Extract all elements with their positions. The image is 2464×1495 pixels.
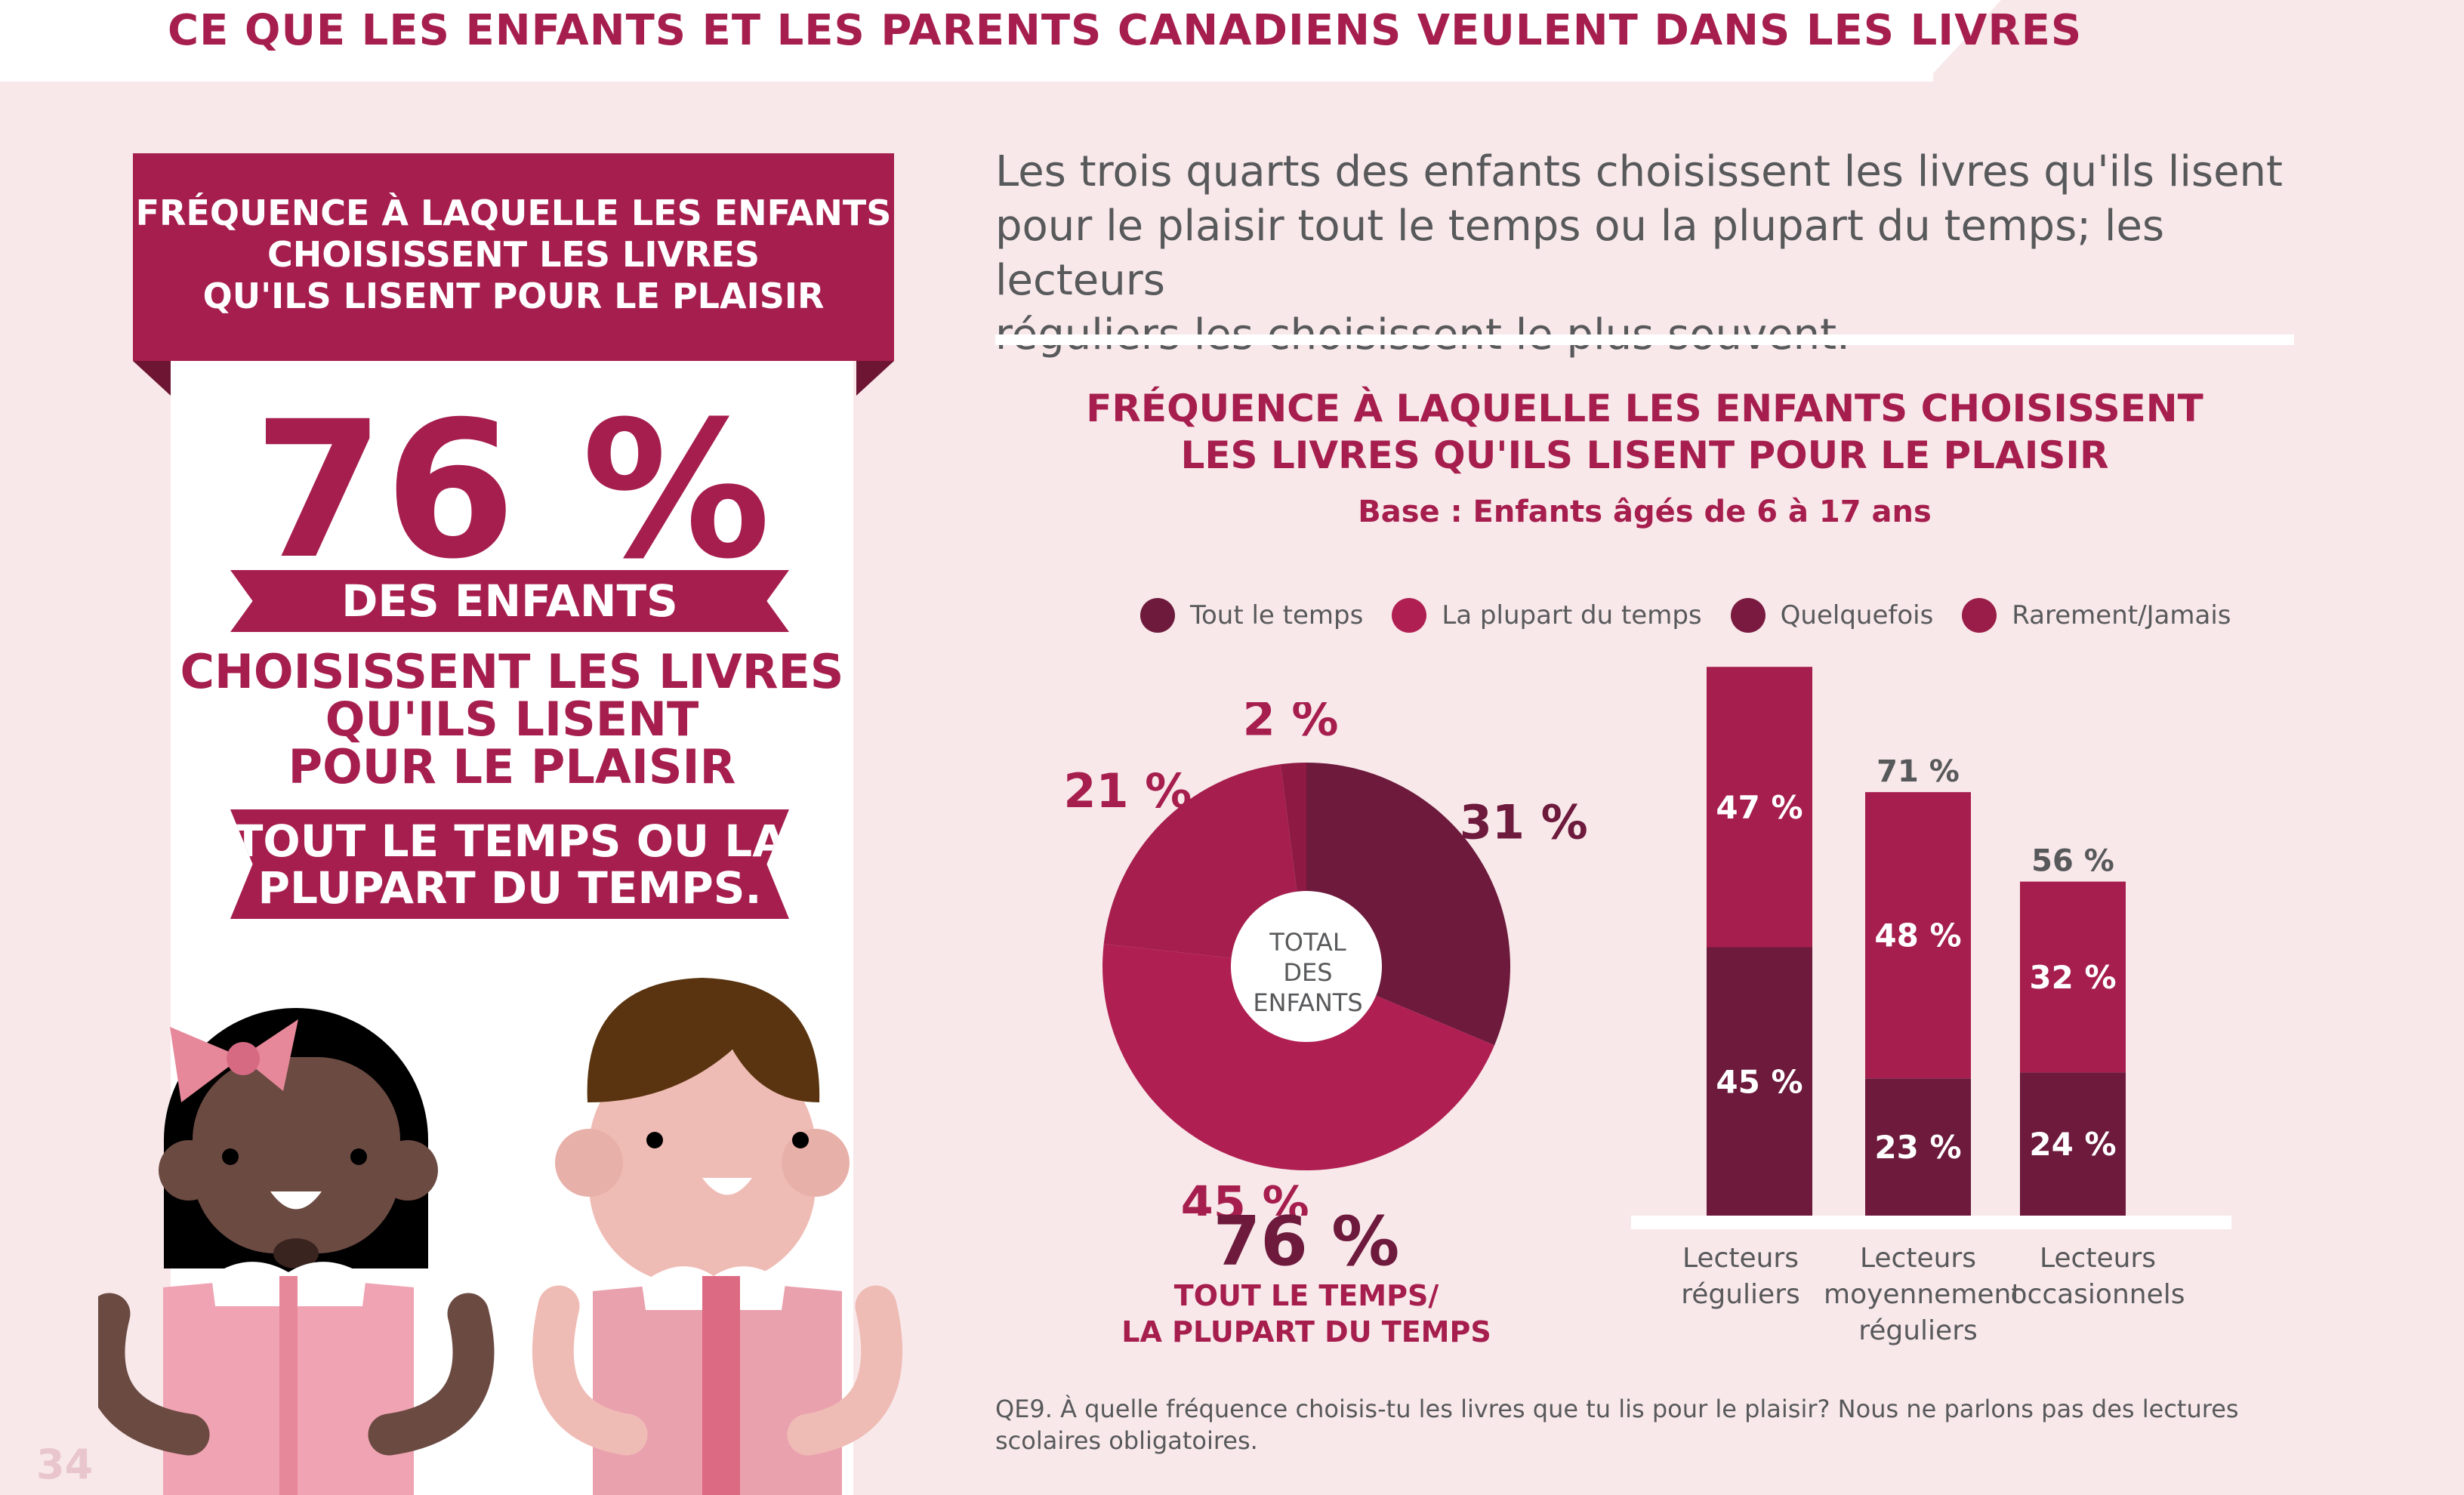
stacked-bar-chart: 45 %47 %92 %23 %48 %71 %24 %32 %56 % — [1707, 667, 2126, 1216]
donut-slice-label: 31 % — [1460, 795, 1588, 850]
chart-legend: Tout le temps La plupart du temps Quelqu… — [1140, 596, 2231, 634]
donut-summary-caption: TOUT LE TEMPS/ LA PLUPART DU TEMPS — [1118, 1278, 1495, 1350]
stat-line: CHOISISSENT LES LIVRES — [180, 644, 844, 699]
donut-slice — [1102, 944, 1495, 1170]
category-line: réguliers — [1681, 1279, 1800, 1310]
bar-value-label: 47 % — [1716, 789, 1803, 826]
chart-title-line: LES LIVRES QU'ILS LISENT POUR LE PLAISIR — [1180, 433, 2109, 477]
bar-segment — [1707, 947, 1812, 1216]
center-line: ENFANTS — [1253, 988, 1363, 1017]
bar-baseline — [1631, 1216, 2231, 1229]
legend-item: Quelquefois — [1730, 598, 1934, 633]
header-bar-slant — [1926, 0, 2001, 82]
intro-text: Les trois quarts des enfants choisissent… — [995, 145, 2324, 362]
banner-fold-left — [133, 361, 171, 396]
bar-segment — [2020, 1072, 2126, 1216]
donut-summary-value: 76 % — [1213, 1202, 1400, 1281]
legend-item: La plupart du temps — [1392, 598, 1702, 633]
donut-slice-label: 45 % — [1181, 1176, 1309, 1216]
ribbon-line: PLUPART DU TEMPS. — [258, 862, 762, 914]
boy-figure — [532, 978, 902, 1495]
ribbon-des-enfants: DES ENFANTS — [230, 570, 789, 632]
legend-label: Rarement/Jamais — [2012, 600, 2231, 630]
bar-segment — [1865, 1078, 1971, 1216]
category-label: Lecteurs réguliers — [1646, 1241, 1835, 1313]
banner-text: FRÉQUENCE À LAQUELLE LES ENFANTS CHOISIS… — [133, 193, 894, 317]
banner-line: FRÉQUENCE À LAQUELLE LES ENFANTS — [135, 193, 892, 233]
footnote: QE9. À quelle fréquence choisis-tu les l… — [995, 1395, 2239, 1455]
girl-figure — [98, 1008, 495, 1495]
bar-value-label: 24 % — [2029, 1126, 2116, 1163]
category-line: occasionnels — [2010, 1279, 2185, 1310]
bar-segment — [1865, 792, 1971, 1079]
center-line: TOTAL — [1269, 928, 1346, 957]
category-line: Lecteurs — [1859, 1243, 1976, 1274]
legend-item: Tout le temps — [1140, 598, 1363, 633]
category-line: réguliers — [1858, 1315, 1978, 1346]
banner-fold-right — [856, 361, 894, 396]
children-reading-illustration — [98, 978, 902, 1495]
stat-line: QU'ILS LISENT — [325, 692, 699, 747]
legend-swatch — [1392, 598, 1427, 633]
header-bar — [0, 0, 1933, 82]
bar-value-label: 23 % — [1874, 1129, 1961, 1166]
ribbon-line: TOUT LE TEMPS OU LA — [233, 815, 787, 867]
donut-slice-label: 2 % — [1243, 702, 1339, 746]
category-line: Lecteurs — [1682, 1243, 1799, 1274]
legend-swatch — [1140, 598, 1175, 633]
left-banner — [133, 153, 894, 361]
donut-center-label: TOTAL DES ENFANTS — [1232, 927, 1383, 1018]
page-title: CE QUE LES ENFANTS ET LES PARENTS CANADI… — [168, 6, 2083, 55]
legend-label: Quelquefois — [1780, 600, 1934, 630]
section-divider — [995, 334, 2294, 345]
legend-swatch — [1730, 598, 1766, 633]
hair-bow — [170, 1019, 298, 1102]
ribbon-tout-le-temps: TOUT LE TEMPS OU LA PLUPART DU TEMPS. — [230, 809, 789, 919]
donut-hole — [1231, 891, 1382, 1042]
chart-title: FRÉQUENCE À LAQUELLE LES ENFANTS CHOISIS… — [995, 385, 2294, 479]
legend-label: La plupart du temps — [1442, 600, 1702, 630]
intro-line: Les trois quarts des enfants choisissent… — [995, 147, 2283, 196]
bar-total-label: 56 % — [2031, 844, 2114, 879]
donut-slice-label: 21 % — [1063, 763, 1192, 818]
caption-line: TOUT LE TEMPS/ — [1173, 1279, 1439, 1312]
bar-value-label: 48 % — [1874, 917, 1961, 954]
banner-line: CHOISISSENT LES LIVRES — [267, 234, 760, 275]
bar-value-label: 32 % — [2029, 959, 2116, 996]
banner-line: QU'ILS LISENT POUR LE PLAISIR — [202, 276, 825, 316]
bar-total-label: 71 % — [1877, 754, 1960, 789]
legend-swatch — [1962, 598, 1997, 633]
bar-segment — [1707, 667, 1812, 948]
stat-description: CHOISISSENT LES LIVRES QU'ILS LISENT POU… — [171, 648, 853, 791]
category-label: Lecteurs moyennement réguliers — [1824, 1241, 2022, 1349]
chart-title-line: FRÉQUENCE À LAQUELLE LES ENFANTS CHOISIS… — [1086, 387, 2203, 430]
category-label: Lecteurs occasionnels — [2003, 1241, 2192, 1313]
chart-subtitle: Base : Enfants âgés de 6 à 17 ans — [1358, 495, 1932, 529]
legend-item: Rarement/Jamais — [1962, 598, 2231, 633]
intro-line: pour le plaisir tout le temps ou la plup… — [995, 202, 2165, 305]
bar-value-label: 45 % — [1716, 1063, 1803, 1100]
category-line: Lecteurs — [2039, 1243, 2156, 1274]
category-line: moyennement — [1824, 1279, 2022, 1310]
big-stat: 76 % — [253, 381, 771, 600]
legend-label: Tout le temps — [1190, 600, 1364, 630]
page-number: 34 — [36, 1441, 94, 1488]
stat-line: POUR LE PLAISIR — [288, 739, 736, 794]
donut-chart: 31 % 45 % 21 % 2 % — [1063, 702, 1588, 1216]
bar-segment — [2020, 881, 2126, 1073]
caption-line: LA PLUPART DU TEMPS — [1121, 1315, 1491, 1349]
center-line: DES — [1283, 958, 1333, 987]
